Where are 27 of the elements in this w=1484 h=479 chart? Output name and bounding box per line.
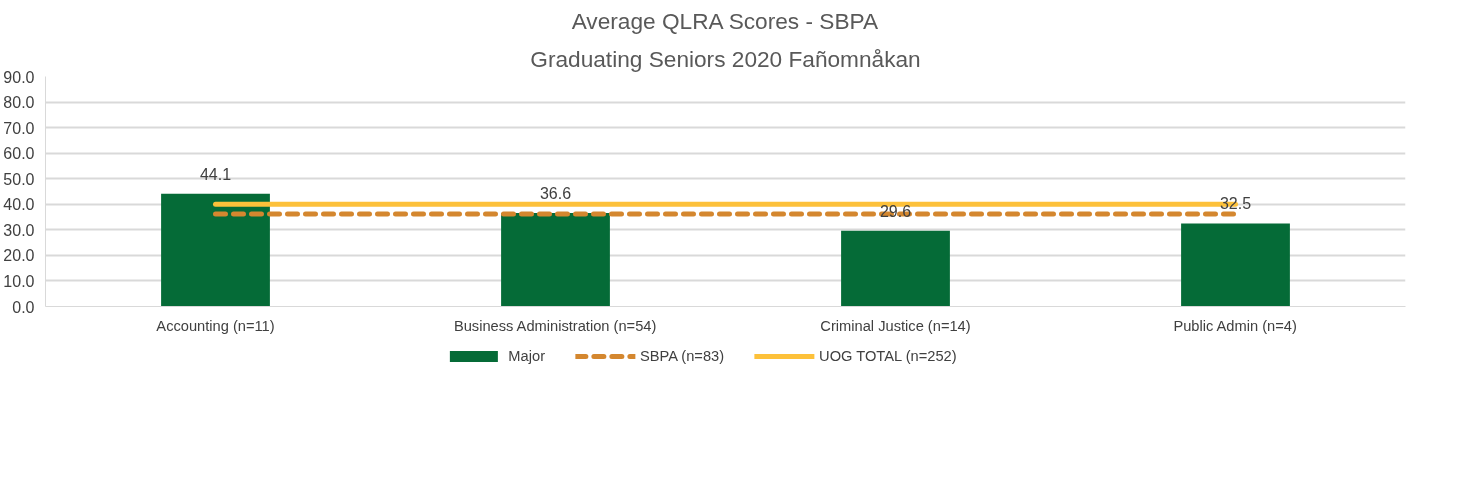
bar: [1181, 223, 1290, 307]
data-label: 44.1: [199, 165, 232, 183]
x-tick-label: Criminal Justice (n=14): [820, 317, 971, 334]
legend-label: UOG TOTAL (n=252): [819, 348, 957, 364]
y-tick-label: 10.0: [3, 272, 35, 290]
bar: [841, 230, 950, 307]
x-tick-label: Business Administration (n=54): [453, 317, 657, 334]
y-tick-label: 70.0: [3, 119, 35, 137]
data-label: 32.5: [1219, 195, 1252, 213]
x-tick-label: Accounting (n=11): [156, 317, 275, 334]
x-tick-label: Public Admin (n=4): [1173, 317, 1297, 334]
y-tick-label: 60.0: [3, 145, 35, 163]
chart-title: Average QLRA Scores - SBPA: [571, 7, 879, 34]
bar: [501, 212, 610, 307]
data-label: 36.6: [539, 184, 572, 202]
y-tick-label: 30.0: [3, 221, 35, 239]
y-tick-label: 40.0: [3, 196, 35, 214]
y-tick-label: 90.0: [3, 68, 35, 86]
y-tick-label: 50.0: [3, 170, 35, 188]
bar: [161, 193, 270, 307]
y-tick-label: 80.0: [3, 94, 35, 112]
data-label: 29.6: [879, 202, 912, 220]
chart-subtitle: Graduating Seniors 2020 Fañomnåkan: [530, 45, 921, 72]
legend-label: Major: [508, 348, 546, 364]
y-tick-label: 0.0: [12, 298, 35, 316]
legend-label: SBPA (n=83): [640, 348, 725, 364]
y-tick-label: 20.0: [3, 247, 35, 265]
